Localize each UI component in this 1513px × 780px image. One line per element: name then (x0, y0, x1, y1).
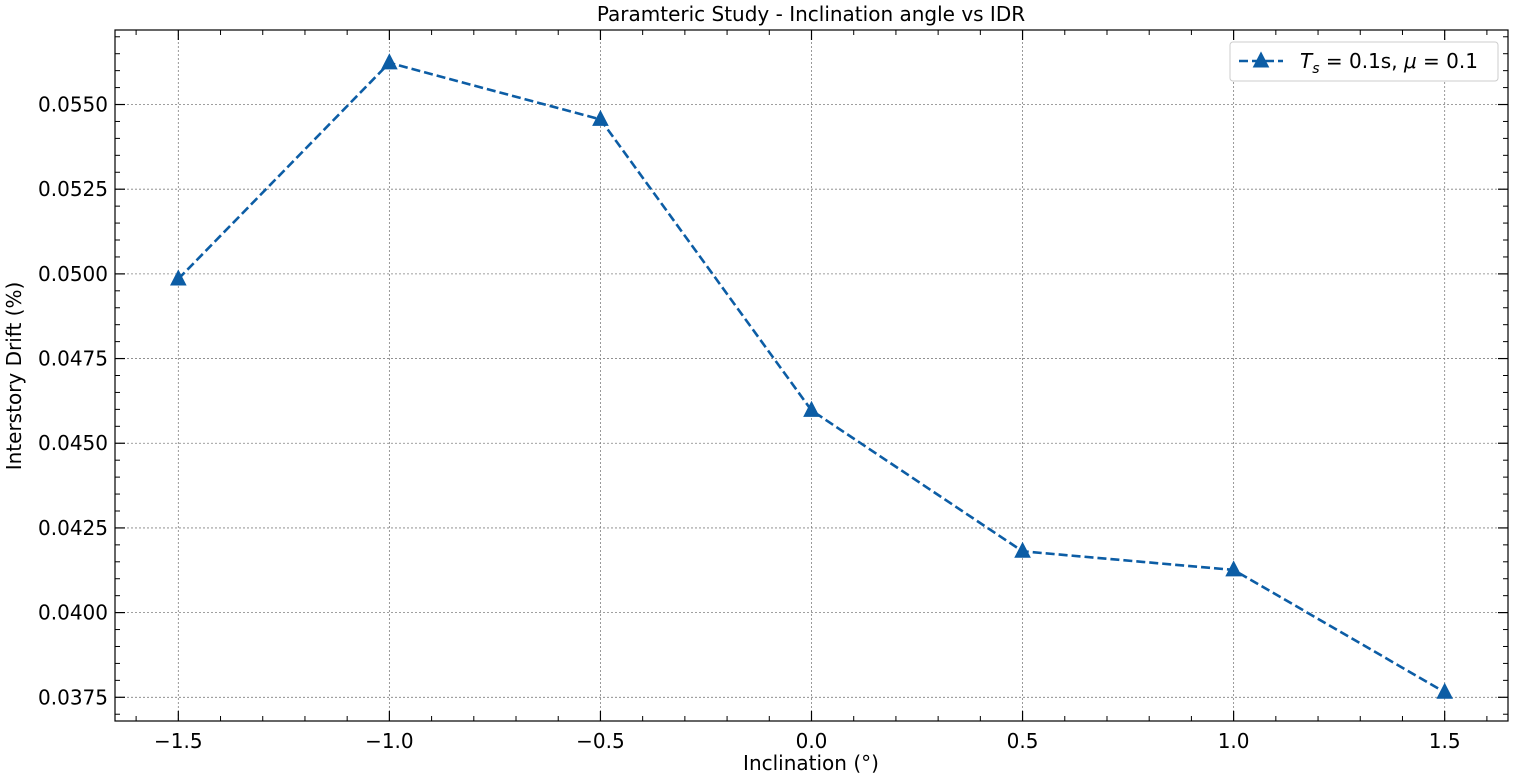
x-tick-label: 1.0 (1218, 729, 1250, 753)
x-axis-label: Inclination (°) (743, 751, 879, 775)
data-point (592, 109, 609, 126)
legend-series-label: Ts = 0.1s, μ = 0.1 (1300, 49, 1478, 77)
y-tick-label: 0.0425 (38, 516, 108, 540)
x-tick-label: −0.5 (576, 729, 625, 753)
legend-triangle-marker (1252, 51, 1270, 68)
y-axis-label: Interstory Drift (%) (2, 282, 26, 471)
data-point (381, 53, 398, 70)
data-point (169, 269, 187, 286)
y-tick-label: 0.0475 (38, 347, 108, 371)
data-point (803, 400, 820, 417)
ticks (115, 30, 1508, 721)
chart-title: Paramteric Study - Inclination angle vs … (597, 2, 1025, 26)
data-point (1225, 560, 1242, 577)
data-point (1436, 682, 1454, 699)
y-tick-label: 0.0550 (38, 93, 108, 117)
x-tick-label: 1.5 (1429, 729, 1461, 753)
series (169, 53, 1454, 699)
y-tick-label: 0.0375 (38, 685, 108, 709)
x-tick-label: −1.5 (154, 729, 203, 753)
tick-labels: −1.5 −1.0 −0.5 0.0 0.5 1.0 1.5 0.0375 0.0400 0.04… (38, 93, 1461, 753)
data-point (1014, 541, 1031, 558)
x-tick-label: −1.0 (365, 729, 414, 753)
y-tick-label: 0.0500 (38, 262, 108, 286)
y-tick-label: 0.0400 (38, 601, 108, 625)
legend: Ts = 0.1s, μ = 0.1 (1229, 41, 1499, 82)
legend-box (1229, 41, 1499, 82)
series-line (177, 61, 1446, 694)
grid (115, 30, 1508, 721)
x-tick-label: 0.0 (796, 729, 828, 753)
y-tick-label: 0.0525 (38, 177, 108, 201)
y-tick-label: 0.0450 (38, 431, 108, 455)
x-tick-label: 0.5 (1007, 729, 1039, 753)
